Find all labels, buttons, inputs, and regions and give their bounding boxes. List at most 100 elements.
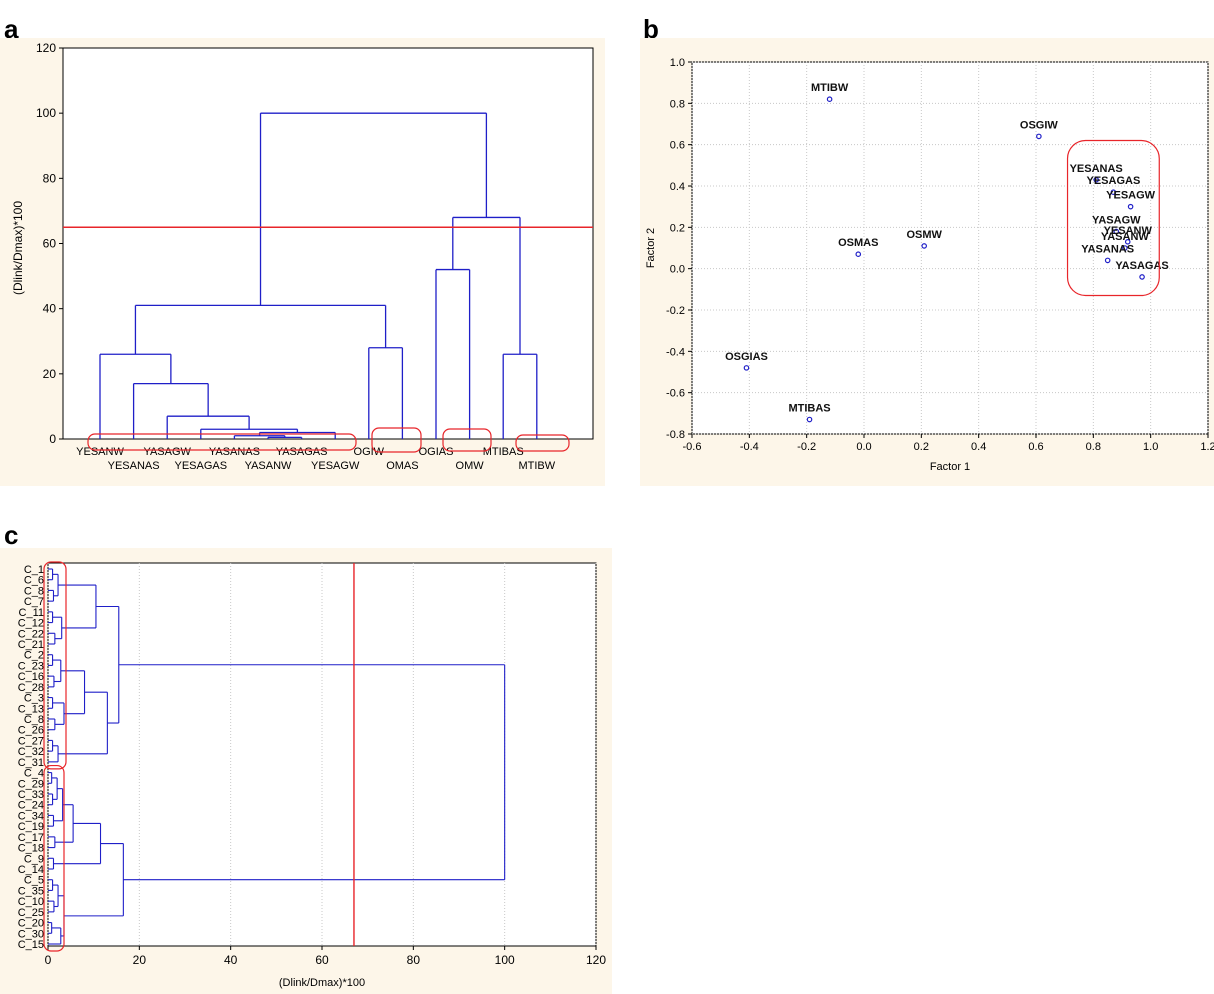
plot-b-frame xyxy=(691,61,1209,435)
ytick-label-b: 1.0 xyxy=(670,57,685,69)
point-label-b: MTIBAS xyxy=(788,403,830,415)
scatter-point-b xyxy=(743,365,750,371)
xtick-label-b: -0.6 xyxy=(683,441,702,453)
leaf-label-c: C_34 xyxy=(18,810,44,822)
leaf-label-c: C_27 xyxy=(18,735,44,747)
leaf-label-c: C_21 xyxy=(18,639,44,651)
leaf-label-c: C_29 xyxy=(18,778,44,790)
ytick-label-b: 0.0 xyxy=(670,264,685,276)
ylabel-b: Factor 2 xyxy=(645,228,657,268)
xtick-label-b: 0.8 xyxy=(1086,441,1101,453)
xlabel-c: (Dlink/Dmax)*100 xyxy=(279,977,365,989)
xtick-label-c: 120 xyxy=(586,953,606,967)
xtick-label-c: 60 xyxy=(315,953,329,967)
leaf-label-c: C_30 xyxy=(18,928,44,940)
leaf-label-c: C_10 xyxy=(18,896,44,908)
plot-a-frame xyxy=(62,47,594,440)
ytick-label-a: 40 xyxy=(43,302,57,316)
panel-label-a: a xyxy=(4,14,19,44)
xtick-label-b: 0.0 xyxy=(856,441,871,453)
leaf-label-c: C_15 xyxy=(18,939,44,951)
leaf-label-c: C_22 xyxy=(18,628,44,640)
ytick-label-b: -0.2 xyxy=(666,305,685,317)
xtick-label-b: 0.4 xyxy=(971,441,986,453)
scatter-point-b xyxy=(921,243,928,249)
leaf-label-c: C_8 xyxy=(24,714,44,726)
point-label-b: OSMAS xyxy=(838,237,878,249)
leaf-label-a: YASANW xyxy=(245,460,292,472)
leaf-label-a: OMAS xyxy=(386,460,418,472)
ytick-label-a: 60 xyxy=(43,237,57,251)
scatter-point-b xyxy=(1104,257,1111,264)
leaf-label-a: MTIBAS xyxy=(483,446,524,458)
cluster-highlight-c xyxy=(43,561,67,770)
leaf-label-c: C_8 xyxy=(24,585,44,597)
leaf-label-c: C_14 xyxy=(18,864,44,876)
scatter-point-b xyxy=(1110,189,1117,196)
xtick-label-c: 80 xyxy=(407,953,421,967)
leaf-label-c: C_31 xyxy=(18,757,44,769)
point-label-b: YESAGAS xyxy=(1087,175,1141,187)
point-label-b: OSGIW xyxy=(1020,119,1059,131)
point-label-b: YASAGAS xyxy=(1115,260,1168,272)
ytick-label-a: 80 xyxy=(43,171,57,185)
scatter-point-b xyxy=(855,251,862,258)
leaf-label-a: YESANW xyxy=(76,446,124,458)
leaf-label-c: C_11 xyxy=(19,607,44,619)
leaf-label-c: C_7 xyxy=(24,596,44,608)
xlabel-b: Factor 1 xyxy=(930,461,970,473)
scatter-point-b xyxy=(1093,177,1100,183)
leaf-label-c: C_25 xyxy=(18,907,44,919)
dendrogram-chart-c: 0 20 40 60 80 100 120 C_1C_6C_8C_7C_11C_12C_22… xyxy=(0,548,612,994)
scatter-point-b xyxy=(1124,239,1131,245)
xtick-label-b: 1.0 xyxy=(1143,441,1158,453)
leaf-label-c: C_26 xyxy=(18,725,44,737)
leaf-label-c: C_18 xyxy=(18,843,44,855)
ytick-label-a: 0 xyxy=(49,432,56,446)
scatter-point-b xyxy=(1036,133,1042,140)
point-label-b: MTIBW xyxy=(811,82,849,94)
leaf-label-a: YASAGAS xyxy=(276,446,328,458)
leaf-label-c: C_23 xyxy=(18,660,44,672)
xtick-label-b: 0.2 xyxy=(914,441,929,453)
point-label-b: YESAGW xyxy=(1106,190,1156,202)
xtick-label-c: 40 xyxy=(224,953,238,967)
leaf-label-c: C_12 xyxy=(18,618,44,630)
leaf-label-a: MTIBW xyxy=(518,460,555,472)
xtick-label-c: 0 xyxy=(45,953,52,967)
leaf-label-a: YASAGW xyxy=(143,446,191,458)
leaf-label-a: OMW xyxy=(456,460,485,472)
leaf-label-c: C_5 xyxy=(24,875,44,887)
point-label-b: YESANAS xyxy=(1070,163,1123,175)
panel-label-c: c xyxy=(4,520,19,550)
leaf-label-c: C_32 xyxy=(18,746,44,758)
xtick-label-b: -0.2 xyxy=(797,441,816,453)
xtick-label-b: -0.4 xyxy=(740,441,759,453)
leaf-label-a: YESAGW xyxy=(311,460,360,472)
point-label-b: OSMW xyxy=(906,229,942,241)
point-label-b: YASANAS xyxy=(1081,243,1134,255)
scatter-point-b xyxy=(1139,274,1145,280)
ytick-label-a: 100 xyxy=(36,106,56,120)
leaf-label-c: C_13 xyxy=(18,703,44,715)
leaf-label-c: C_6 xyxy=(24,575,44,587)
leaf-label-c: C_3 xyxy=(24,693,44,705)
point-label-b: YESANW xyxy=(1104,225,1153,237)
leaf-label-c: C_33 xyxy=(18,789,44,801)
leaf-label-c: C_35 xyxy=(18,885,44,897)
leaf-label-c: C_16 xyxy=(18,671,44,683)
scatter-point-b xyxy=(1122,245,1128,251)
leaf-label-a: YASANAS xyxy=(209,446,260,458)
cluster-highlight-b xyxy=(1066,139,1160,297)
scatter-chart-b: -0.6 -0.4 -0.2 0.0 0.2 0.4 0.6 0.8 1.0 1.2-0.8-0.… xyxy=(640,38,1214,486)
ytick-label-b: 0.6 xyxy=(670,140,685,152)
xtick-label-b: 1.2 xyxy=(1200,441,1214,453)
ytick-label-b: 0.8 xyxy=(670,98,685,110)
leaf-label-c: C_2 xyxy=(24,650,44,662)
leaf-label-c: C_4 xyxy=(24,768,44,780)
scatter-point-b xyxy=(806,416,813,423)
scatter-point-b xyxy=(1127,203,1134,210)
cluster-highlight-a xyxy=(87,433,357,451)
panel-label-b: b xyxy=(643,14,659,44)
leaf-label-a: OGIW xyxy=(354,446,385,458)
